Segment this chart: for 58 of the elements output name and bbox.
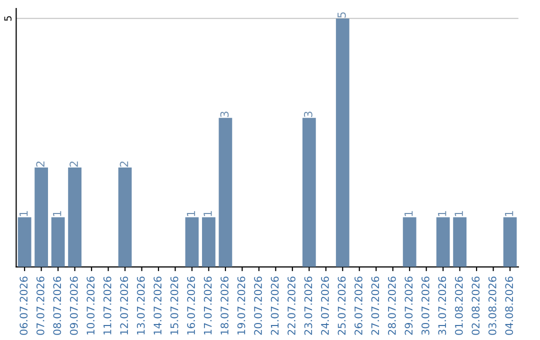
bar [68, 168, 82, 267]
data-label: 1 [438, 211, 446, 216]
x-tick-label: 12.07.2026 [120, 276, 128, 334]
x-tick-label: 14.07.2026 [154, 276, 162, 334]
bar [185, 217, 199, 267]
x-tick-label: 24.07.2026 [321, 276, 329, 335]
x-tick-label: 20.07.2026 [254, 276, 262, 335]
data-label: 2 [36, 162, 44, 167]
x-tick-label: 19.07.2026 [237, 276, 246, 334]
bar [336, 18, 350, 267]
x-tick-label: 02.08.2026 [472, 276, 480, 335]
bar [453, 217, 467, 267]
x-tick-label: 11.07.2026 [103, 276, 112, 334]
bar [503, 217, 517, 267]
x-tick-label: 15.07.2026 [170, 276, 178, 334]
x-tick-label: 23.07.2026 [304, 276, 312, 335]
data-label: 2 [70, 162, 78, 167]
x-tick-label: 17.07.2026 [204, 276, 212, 334]
bar [34, 168, 48, 267]
x-tick-label: 31.07.2026 [438, 276, 446, 335]
data-label: 1 [53, 211, 62, 216]
x-tick-label: 03.08.2026 [488, 276, 496, 335]
bar [436, 217, 450, 267]
x-tick-label: 09.07.2026 [70, 276, 78, 335]
x-tick-label: 22.07.2026 [288, 276, 296, 335]
x-tick-label: 16.07.2026 [187, 276, 195, 334]
x-tick-label: 25.07.2026 [338, 276, 346, 335]
bar [51, 217, 65, 267]
x-tick-label: 26.07.2026 [354, 276, 362, 335]
bar [202, 217, 216, 267]
data-label: 3 [304, 112, 312, 117]
x-tick-label: 01.08.2026 [454, 276, 463, 335]
bar [302, 118, 316, 267]
data-label: 1 [454, 211, 463, 216]
data-label: 3 [220, 112, 229, 117]
data-label: 1 [186, 211, 196, 216]
data-label: 1 [504, 211, 514, 216]
bar [18, 217, 32, 267]
x-tick-label: 13.07.2026 [136, 276, 145, 334]
data-label: 1 [20, 211, 28, 216]
bar [218, 118, 232, 267]
x-tick-label: 18.07.2026 [220, 276, 228, 334]
x-tick-label: 30.07.2026 [421, 276, 430, 335]
x-tick-label: 21.07.2026 [270, 276, 279, 335]
x-tick-label: 27.07.2026 [371, 276, 380, 335]
bar [118, 168, 132, 267]
data-label: 2 [120, 162, 128, 167]
x-tick-label: 28.07.2026 [388, 276, 396, 335]
data-label: 1 [204, 211, 212, 216]
data-label: 1 [404, 211, 413, 216]
x-tick-label: 04.08.2026 [505, 276, 514, 335]
data-label: 5 [338, 12, 346, 18]
bar [402, 217, 416, 267]
x-tick-label: 08.07.2026 [53, 276, 62, 335]
x-tick-label: 07.07.2026 [36, 276, 44, 335]
x-tick-label: 29.07.2026 [404, 276, 413, 335]
x-tick-label: 10.07.2026 [86, 276, 95, 334]
x-tick-label: 06.07.2026 [20, 276, 28, 335]
